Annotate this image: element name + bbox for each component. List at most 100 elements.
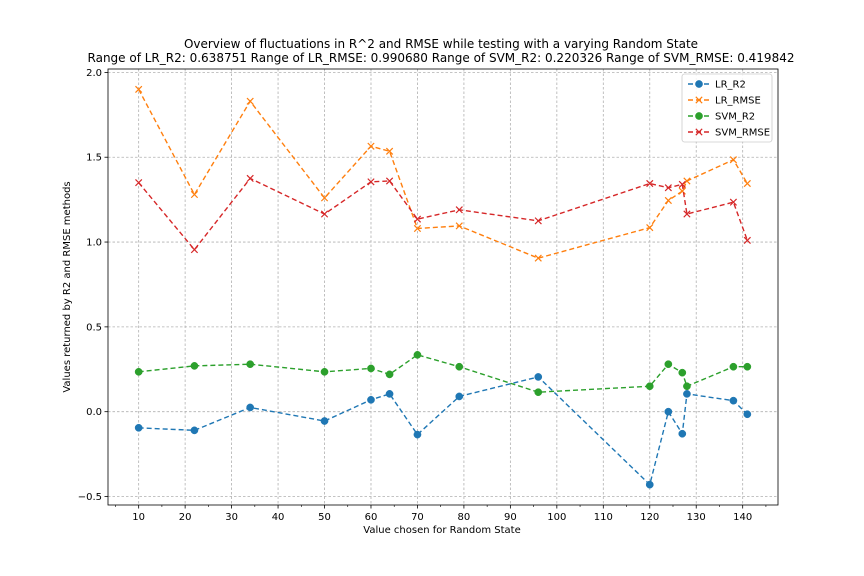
- data-point-lr-rmse: [743, 179, 751, 188]
- legend-box: [681, 73, 773, 143]
- data-point-svm-r2: [678, 368, 687, 377]
- data-point-svm-rmse: [646, 179, 654, 188]
- data-point-svm-rmse: [729, 198, 738, 206]
- data-point-lr-rmse: [385, 147, 394, 155]
- data-point-lr-r2: [385, 390, 394, 398]
- data-point-svm-rmse: [455, 206, 463, 214]
- data-point-svm-r2: [455, 362, 464, 371]
- series-svm-rmse: [135, 174, 751, 254]
- data-point-lr-r2: [664, 407, 673, 416]
- data-point-svm-rmse: [743, 236, 751, 244]
- legend-marker-lr-rmse: [695, 96, 703, 104]
- x-tick-label: 100: [547, 512, 566, 523]
- legend-label-lr-r2: LR_R2: [715, 80, 746, 91]
- x-tick-label: 70: [411, 512, 424, 523]
- axis-ticks: 10 20 30 40 50 60 70 80 90 100 110 120 130 140 −0.5 0.0…: [78, 68, 767, 523]
- data-point-lr-rmse: [367, 142, 375, 150]
- data-point-svm-rmse: [246, 174, 254, 183]
- data-point-svm-r2: [683, 382, 691, 391]
- data-point-lr-rmse: [320, 194, 329, 202]
- data-point-svm-r2: [385, 370, 394, 379]
- legend-label-svm-r2: SVM_R2: [715, 112, 755, 123]
- data-point-svm-r2: [664, 360, 673, 369]
- data-point-lr-r2: [683, 390, 691, 398]
- legend-marker-svm-r2: [695, 112, 703, 120]
- data-point-lr-rmse: [135, 85, 143, 93]
- x-tick-label: 130: [687, 512, 706, 523]
- data-point-lr-rmse: [455, 222, 463, 230]
- data-point-svm-rmse: [190, 246, 199, 254]
- data-point-svm-rmse: [664, 184, 672, 192]
- data-point-lr-rmse: [664, 196, 672, 205]
- data-point-lr-r2: [534, 373, 543, 381]
- legend-marker-svm-rmse: [695, 128, 703, 136]
- series-lr-rmse: [135, 85, 751, 262]
- y-tick-label: 1.5: [86, 153, 102, 164]
- legend-label-svm-rmse: SVM_RMSE: [715, 128, 770, 139]
- legend-entry-svm-rmse: SVM_RMSE: [688, 128, 770, 139]
- data-point-svm-rmse: [320, 210, 329, 218]
- x-tick-label: 120: [640, 512, 659, 523]
- legend: LR_R2 LR_RMSE SVM_R2 SVM_RMSE: [681, 73, 773, 143]
- data-point-lr-r2: [413, 430, 422, 439]
- data-point-svm-r2: [190, 362, 199, 370]
- series-svm-r2: [134, 351, 752, 397]
- data-point-svm-r2: [729, 362, 738, 371]
- data-point-lr-rmse: [534, 254, 542, 262]
- data-point-lr-rmse: [190, 190, 199, 199]
- data-point-svm-r2: [743, 362, 752, 371]
- data-point-lr-r2: [729, 396, 738, 405]
- legend-entry-lr-rmse: LR_RMSE: [688, 96, 761, 107]
- data-point-svm-rmse: [367, 178, 375, 186]
- data-point-lr-r2: [190, 426, 199, 435]
- x-tick-label: 30: [225, 512, 238, 523]
- y-axis-label: Values returned by R2 and RMSE methods: [62, 181, 73, 392]
- data-point-lr-rmse: [683, 177, 691, 185]
- series-lr-r2: [134, 373, 752, 489]
- y-tick-label: 1.0: [86, 238, 102, 249]
- x-tick-label: 90: [504, 512, 517, 523]
- data-point-svm-rmse: [413, 215, 422, 223]
- data-point-svm-r2: [413, 351, 422, 359]
- x-tick-label: 40: [272, 512, 285, 523]
- data-point-svm-r2: [320, 367, 329, 376]
- data-point-svm-r2: [534, 388, 543, 397]
- chart-title: Overview of fluctuations in R^2 and RMSE…: [184, 37, 698, 51]
- x-tick-label: 10: [132, 512, 145, 523]
- data-point-lr-r2: [455, 392, 464, 401]
- data-point-lr-r2: [367, 395, 375, 404]
- data-point-lr-r2: [645, 480, 654, 489]
- x-tick-label: 140: [733, 512, 752, 523]
- y-tick-label: 0.5: [86, 322, 102, 333]
- data-point-svm-rmse: [678, 180, 686, 188]
- legend-entry-svm-r2: SVM_R2: [688, 112, 755, 123]
- plot-series: [134, 85, 752, 489]
- x-tick-label: 20: [179, 512, 192, 523]
- data-point-svm-rmse: [385, 177, 394, 185]
- data-point-lr-rmse: [646, 223, 654, 232]
- y-tick-label: 2.0: [86, 68, 102, 79]
- data-point-svm-r2: [367, 364, 375, 373]
- data-point-svm-r2: [645, 382, 654, 391]
- legend-marker-lr-r2: [695, 80, 703, 88]
- x-tick-label: 80: [458, 512, 471, 523]
- legend-label-lr-rmse: LR_RMSE: [715, 96, 761, 107]
- data-point-svm-r2: [134, 367, 143, 376]
- data-point-lr-rmse: [413, 224, 422, 233]
- data-point-svm-r2: [246, 360, 255, 369]
- x-axis-label: Value chosen for Random State: [363, 525, 520, 536]
- chart-subtitle: Range of LR_R2: 0.638751 Range of LR_RMS…: [88, 51, 795, 65]
- data-point-svm-rmse: [683, 210, 691, 218]
- data-point-lr-r2: [743, 410, 752, 419]
- x-tick-label: 50: [318, 512, 331, 523]
- legend-entry-lr-r2: LR_R2: [688, 80, 746, 91]
- x-tick-label: 60: [365, 512, 378, 523]
- y-tick-label: 0.0: [86, 407, 102, 418]
- data-point-lr-rmse: [729, 156, 738, 164]
- data-point-lr-r2: [678, 429, 687, 438]
- data-point-lr-r2: [134, 423, 143, 432]
- data-point-svm-rmse: [534, 217, 542, 225]
- plot-frame: [107, 68, 779, 506]
- y-tick-label: −0.5: [78, 492, 102, 503]
